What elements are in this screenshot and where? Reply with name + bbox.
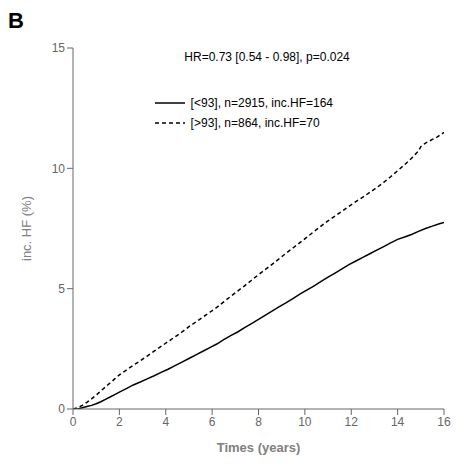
svg-text:0: 0 (70, 415, 77, 429)
html-text:[<93], n=2915, inc.HF=164: [<93], n=2915, inc.HF=164 (190, 96, 333, 111)
html-text:B: B (8, 8, 24, 33)
svg-text:inc. HF (%): inc. HF (%) (19, 196, 34, 261)
svg-text:15: 15 (52, 41, 66, 55)
svg-text:8: 8 (255, 415, 262, 429)
svg-text:14: 14 (391, 415, 405, 429)
svg-text:10: 10 (52, 162, 66, 176)
svg-text:16: 16 (437, 415, 451, 429)
svg-text:0: 0 (58, 402, 65, 416)
svg-text:6: 6 (209, 415, 216, 429)
html-text:HR=0.73 [0.54 - 0.98], p=0.024: HR=0.73 [0.54 - 0.98], p=0.024 (184, 50, 350, 64)
svg-text:12: 12 (345, 415, 359, 429)
svg-text:5: 5 (58, 282, 65, 296)
svg-text:4: 4 (162, 415, 169, 429)
svg-text:10: 10 (298, 415, 312, 429)
svg-text:2: 2 (116, 415, 123, 429)
svg-text:Times (years): Times (years) (217, 440, 301, 455)
html-text:[>93], n=864, inc.HF=70: [>93], n=864, inc.HF=70 (190, 116, 320, 131)
